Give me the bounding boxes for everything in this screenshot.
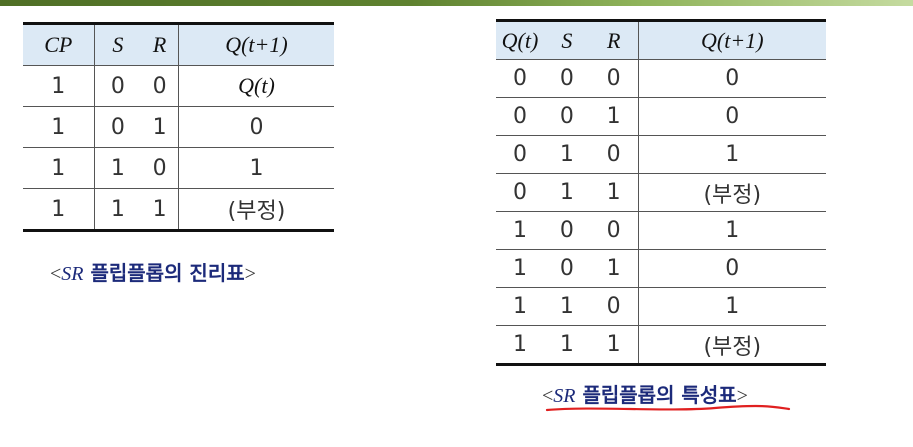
table-row: 1 1 1 (부정) [496,325,826,366]
cell: 1 [589,249,639,288]
cell: 0 [589,211,639,250]
caption-open-bracket: < [50,263,62,285]
header-s: S [543,19,590,60]
header-q-next: Q(t+1) [178,22,334,66]
table-row: 1 0 0 Q(t) [23,65,334,107]
characteristic-table-caption: <SR 플립플롭의 특성표> [542,379,748,408]
cell: 0 [496,173,544,212]
cell: 0 [543,249,590,288]
header-q-t: Q(t) [496,19,544,60]
cell: 1 [23,65,95,107]
cell: 0 [638,59,826,98]
sr-truth-table: CP S R Q(t+1) 1 0 0 Q(t) 1 0 1 0 1 1 0 1… [23,22,334,232]
cell: 1 [589,173,639,212]
sr-characteristic-table: Q(t) S R Q(t+1) 0 0 0 0 0 0 1 0 0 1 0 1 0 1 1 (부정) 1 0 0 1 1… [496,19,826,366]
cell: 0 [496,97,544,136]
cell: 0 [178,106,334,148]
caption-close-bracket: > [244,263,256,285]
truth-table-caption: <SR 플립플롭의 진리표> [50,257,256,286]
cell: 0 [543,211,590,250]
slide-top-bar [0,0,913,6]
cell: 1 [638,135,826,174]
cell: 1 [543,173,590,212]
cell: 1 [496,211,544,250]
cell: 1 [543,135,590,174]
caption-text: 플립플롭의 진리표 [83,261,245,285]
table-row: 1 0 1 0 [23,106,334,148]
cell: 1 [94,188,142,232]
header-r: R [589,19,639,60]
caption-symbol: SR [61,263,84,285]
cell: 1 [496,249,544,288]
cell: 0 [589,59,639,98]
cell: 1 [543,325,590,366]
cell: (부정) [638,173,826,212]
cell: 1 [23,147,95,189]
cell: 0 [94,65,142,107]
cell: 1 [589,97,639,136]
cell: 1 [23,188,95,232]
cell: 1 [638,287,826,326]
cell: 1 [496,325,544,366]
cell: 0 [496,59,544,98]
cell: 1 [589,325,639,366]
cell: 0 [638,249,826,288]
cell: (부정) [178,188,334,232]
header-r: R [141,22,179,66]
table-row: 1 1 0 1 [23,147,334,189]
table-row: 1 1 1 (부정) [23,188,334,232]
header-cp: CP [23,22,95,66]
cell: 1 [94,147,142,189]
cell: 0 [141,65,179,107]
red-underline-annotation [545,404,791,412]
header-s: S [94,22,142,66]
cell: 0 [543,59,590,98]
table-row: 0 1 1 (부정) [496,173,826,212]
cell-q-t: Q(t) [178,65,334,107]
caption-text: 플립플롭의 특성표 [575,383,737,407]
cell: 0 [94,106,142,148]
cell: 0 [496,135,544,174]
cell: 0 [589,287,639,326]
cell: 1 [141,188,179,232]
cell: 1 [141,106,179,148]
cell: 0 [589,135,639,174]
cell: 0 [543,97,590,136]
cell: 1 [178,147,334,189]
cell: 1 [543,287,590,326]
table-header-row: Q(t) S R Q(t+1) [496,19,826,60]
caption-close-bracket: > [736,385,748,407]
cell: 1 [496,287,544,326]
cell: 0 [638,97,826,136]
cell: 1 [23,106,95,148]
cell: 0 [141,147,179,189]
caption-open-bracket: < [542,385,554,407]
cell: 1 [638,211,826,250]
table-header-row: CP S R Q(t+1) [23,22,334,66]
characteristic-table-body: 0 0 0 0 0 0 1 0 0 1 0 1 0 1 1 (부정) 1 0 0 1 1 0 1 0 1 1 0 1 1 1 1 (부정) [496,59,826,366]
caption-symbol: SR [553,385,576,407]
cell: (부정) [638,325,826,366]
header-q-next: Q(t+1) [638,19,826,60]
